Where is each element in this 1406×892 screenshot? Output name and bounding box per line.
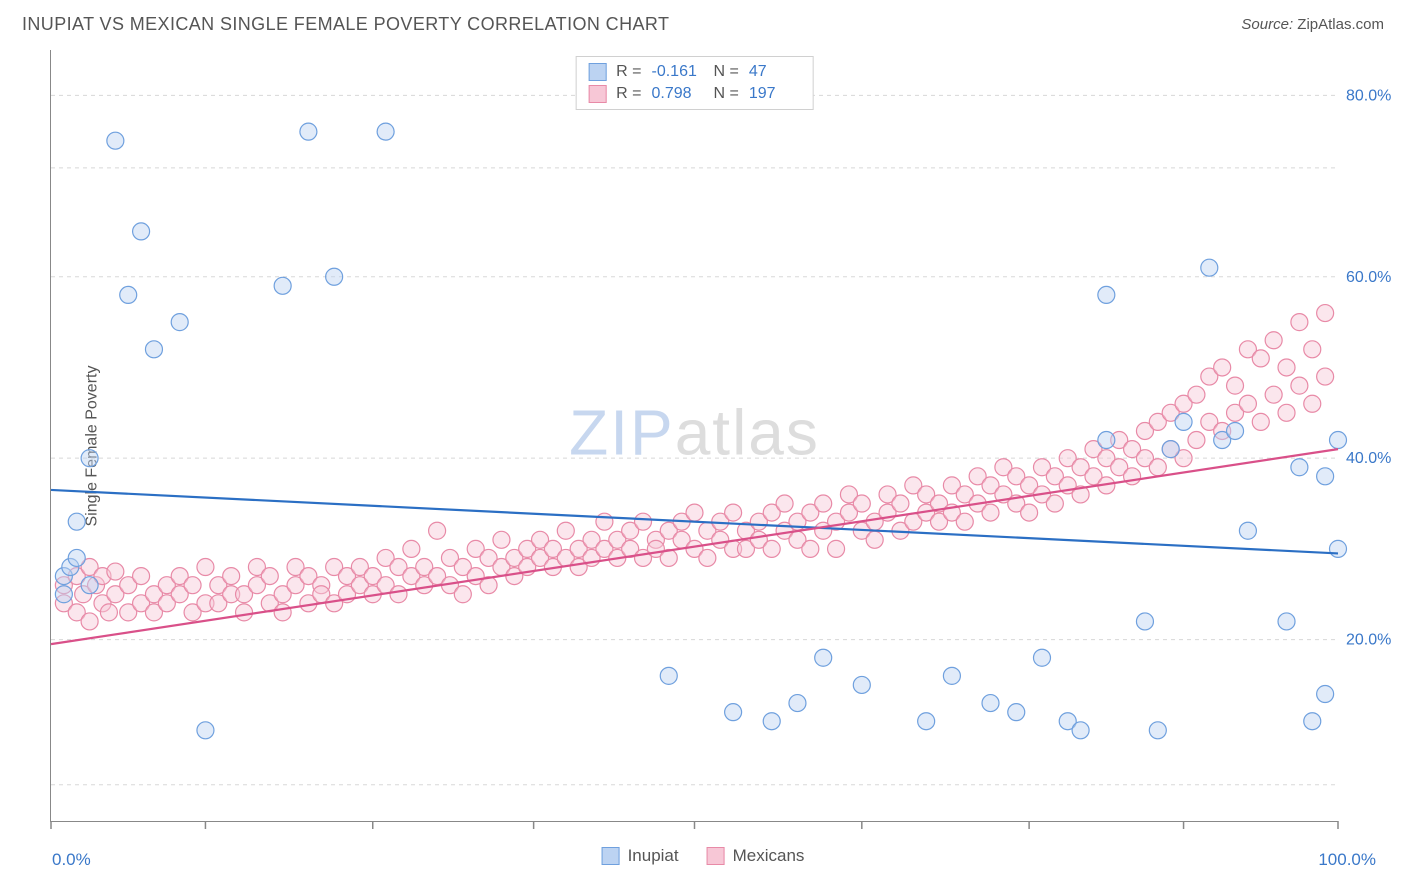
n-value-inupiat: 47 xyxy=(749,63,801,81)
n-value-mexicans: 197 xyxy=(749,85,801,103)
x-ticks xyxy=(51,821,1338,829)
svg-text:20.0%: 20.0% xyxy=(1346,632,1391,649)
legend-item-inupiat: Inupiat xyxy=(602,846,679,866)
svg-text:60.0%: 60.0% xyxy=(1346,269,1391,286)
points-mexicans xyxy=(55,305,1333,630)
legend-swatch-inupiat-icon xyxy=(602,847,620,865)
legend-label-inupiat: Inupiat xyxy=(628,846,679,866)
n-label: N = xyxy=(714,63,739,81)
source-name: ZipAtlas.com xyxy=(1297,16,1384,33)
x-axis-min-label: 0.0% xyxy=(52,850,91,870)
source-credit: Source: ZipAtlas.com xyxy=(1241,16,1384,33)
legend-swatch-mexicans xyxy=(588,85,606,103)
legend-item-mexicans: Mexicans xyxy=(707,846,805,866)
series-legend: Inupiat Mexicans xyxy=(602,846,805,866)
svg-text:80.0%: 80.0% xyxy=(1346,87,1391,104)
legend-row-inupiat: R = -0.161 N = 47 xyxy=(588,61,801,83)
svg-text:40.0%: 40.0% xyxy=(1346,450,1391,467)
n-label: N = xyxy=(714,85,739,103)
correlation-legend: R = -0.161 N = 47 R = 0.798 N = 197 xyxy=(575,56,814,110)
source-prefix: Source: xyxy=(1241,16,1297,33)
x-axis-max-label: 100.0% xyxy=(1318,850,1376,870)
chart-header: INUPIAT VS MEXICAN SINGLE FEMALE POVERTY… xyxy=(0,0,1406,43)
legend-swatch-inupiat xyxy=(588,63,606,81)
r-label: R = xyxy=(616,85,641,103)
r-value-inupiat: -0.161 xyxy=(652,63,704,81)
legend-label-mexicans: Mexicans xyxy=(733,846,805,866)
legend-row-mexicans: R = 0.798 N = 197 xyxy=(588,83,801,105)
legend-swatch-mexicans-icon xyxy=(707,847,725,865)
r-label: R = xyxy=(616,63,641,81)
r-value-mexicans: 0.798 xyxy=(652,85,704,103)
chart-title: INUPIAT VS MEXICAN SINGLE FEMALE POVERTY… xyxy=(22,14,669,35)
plot-container: ZIPatlas 20.0%40.0%60.0%80.0% R = -0.161… xyxy=(50,50,1386,822)
chart-svg: 20.0%40.0%60.0%80.0% xyxy=(51,50,1338,821)
y-tick-labels: 20.0% 40.0% 60.0% 80.0% xyxy=(1346,87,1391,648)
plot-area: ZIPatlas 20.0%40.0%60.0%80.0% R = -0.161… xyxy=(50,50,1338,822)
